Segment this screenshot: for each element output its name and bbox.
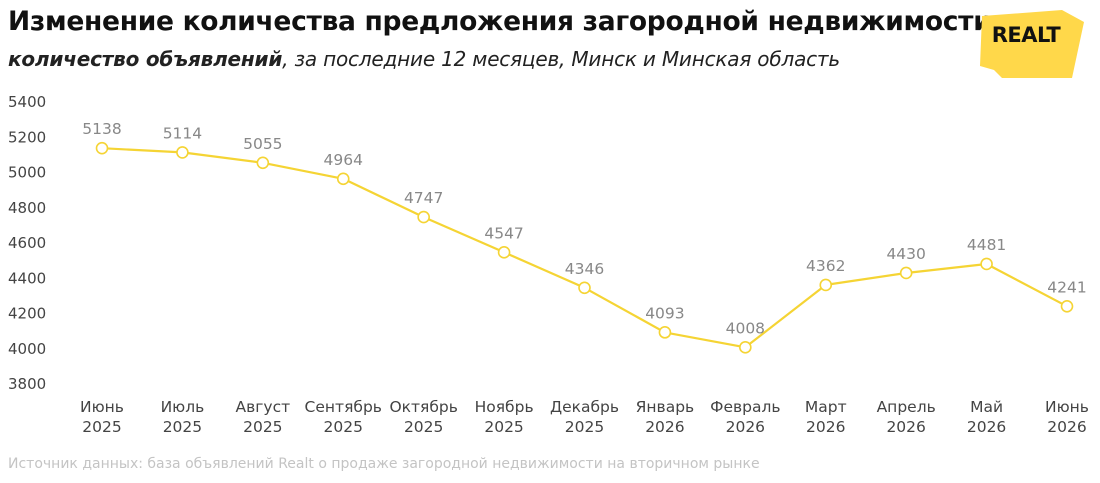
- x-tick-label-month: Ноябрь: [475, 398, 534, 416]
- x-tick-label-month: Июль: [161, 398, 205, 416]
- x-tick-label-year: 2025: [243, 418, 282, 436]
- source-note: Источник данных: база объявлений Realt о…: [8, 456, 760, 472]
- x-tick-label-year: 2026: [726, 418, 765, 436]
- data-point: [739, 341, 752, 354]
- data-point: [1060, 299, 1074, 313]
- y-tick-label: 5000: [8, 164, 46, 182]
- y-tick-label: 5400: [8, 93, 46, 111]
- data-point: [417, 210, 430, 224]
- chart-subtitle: количество объявлений, за последние 12 м…: [8, 47, 840, 71]
- x-tick-label-month: Октябрь: [389, 398, 457, 416]
- x-tick-label-year: 2025: [484, 418, 523, 436]
- y-tick-label: 5200: [8, 128, 46, 146]
- x-tick-label-month: Январь: [636, 398, 695, 416]
- data-label: 4481: [967, 236, 1006, 254]
- data-point: [658, 326, 672, 339]
- x-tick-label-year: 2025: [565, 418, 604, 436]
- realt-logo: REALT: [972, 10, 1092, 80]
- data-point: [578, 281, 591, 295]
- x-tick-label-year: 2026: [967, 418, 1006, 436]
- subtitle-rest: , за последние 12 месяцев, Минск и Минск…: [282, 47, 840, 71]
- x-tick-label-month: Декабрь: [550, 398, 619, 416]
- x-tick-label-month: Июнь: [1045, 398, 1089, 416]
- data-label: 4093: [645, 304, 684, 322]
- x-tick-label-month: Апрель: [877, 398, 936, 416]
- data-point: [95, 141, 109, 155]
- data-label: 4241: [1047, 278, 1086, 296]
- x-tick-label-month: Июнь: [80, 398, 124, 416]
- x-tick-label-year: 2026: [1047, 418, 1086, 436]
- data-point: [497, 246, 511, 259]
- chart-title: Изменение количества предложения загород…: [8, 6, 992, 37]
- y-tick-label: 4400: [8, 269, 46, 287]
- y-tick-label: 3800: [8, 375, 46, 393]
- data-point: [980, 257, 993, 271]
- logo-badge-shape: [980, 10, 1084, 78]
- data-label: 5114: [163, 124, 202, 142]
- data-label: 4346: [565, 260, 604, 278]
- subtitle-emphasis: количество объявлений: [8, 47, 283, 71]
- data-label: 4747: [404, 189, 443, 207]
- data-label: 5055: [243, 135, 282, 153]
- logo-text: REALT: [991, 23, 1061, 47]
- x-tick-label-month: Сентябрь: [305, 398, 382, 416]
- x-tick-label-year: 2026: [886, 418, 925, 436]
- data-label: 4430: [886, 245, 925, 263]
- x-tick-label-month: Август: [236, 398, 291, 416]
- data-point: [256, 156, 270, 170]
- data-label: 4547: [484, 224, 523, 242]
- x-tick-label-year: 2025: [404, 418, 443, 436]
- y-tick-label: 4600: [8, 234, 46, 252]
- y-tick-label: 4200: [8, 305, 46, 323]
- x-tick-label-month: Май: [970, 398, 1003, 416]
- y-tick-label: 4000: [8, 340, 46, 358]
- y-tick-label: 4800: [8, 199, 46, 217]
- data-point: [176, 146, 189, 159]
- x-tick-label-year: 2026: [645, 418, 684, 436]
- data-label: 4362: [806, 257, 845, 275]
- x-tick-label-year: 2026: [806, 418, 845, 436]
- x-tick-label-year: 2025: [324, 418, 363, 436]
- data-label: 5138: [82, 120, 121, 138]
- x-tick-label-year: 2025: [163, 418, 202, 436]
- data-point: [336, 172, 350, 186]
- data-label: 4008: [726, 319, 765, 337]
- x-tick-label-year: 2025: [82, 418, 121, 436]
- x-tick-label-month: Февраль: [710, 398, 780, 416]
- data-point: [899, 266, 913, 280]
- data-point: [819, 278, 833, 292]
- x-tick-label-month: Март: [805, 398, 847, 416]
- data-label: 4964: [324, 151, 363, 169]
